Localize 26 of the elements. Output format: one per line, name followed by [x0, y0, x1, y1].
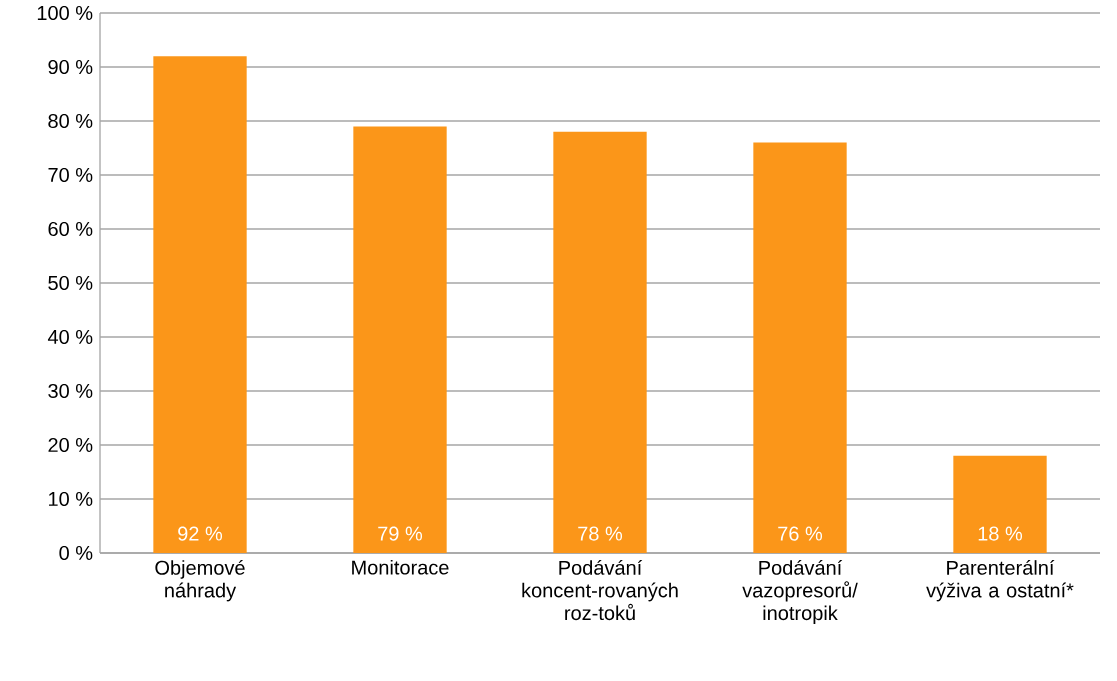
- data-label: 76 %: [778, 526, 823, 541]
- y-tick-label: 0 %: [59, 545, 93, 561]
- data-label: 79 %: [378, 526, 423, 541]
- x-tick-label: Monitorace: [352, 559, 449, 575]
- y-tick-label: 80 %: [48, 113, 93, 129]
- y-tick-label: 90 %: [48, 59, 93, 75]
- y-tick-label: 10 %: [49, 491, 93, 507]
- data-label: 92 %: [178, 526, 223, 541]
- x-tick-label: Podávání vazopresorů/ inotropik: [742, 559, 858, 625]
- y-tick-label: 100 %: [37, 5, 93, 21]
- x-tick-label: Parenterální výživa a ostatní*: [926, 559, 1074, 602]
- y-tick-label: 40 %: [47, 329, 93, 345]
- y-tick-label: 20 %: [48, 437, 93, 453]
- y-tick-label: 70 %: [48, 167, 93, 183]
- y-tick-label: 30 %: [48, 383, 93, 399]
- x-tick-label: Objemové náhrady: [155, 559, 245, 602]
- bar: [553, 131, 647, 553]
- data-label: 18 %: [978, 526, 1023, 541]
- bar: [753, 142, 847, 553]
- bar: [153, 56, 247, 553]
- bar: [953, 455, 1047, 553]
- y-tick-label: 60 %: [48, 221, 93, 237]
- y-tick-label: 50 %: [48, 275, 93, 291]
- bar: [353, 126, 447, 553]
- x-tick-label: Podávání koncent-rovaných roz-toků: [522, 559, 678, 621]
- data-label: 78 %: [578, 526, 623, 541]
